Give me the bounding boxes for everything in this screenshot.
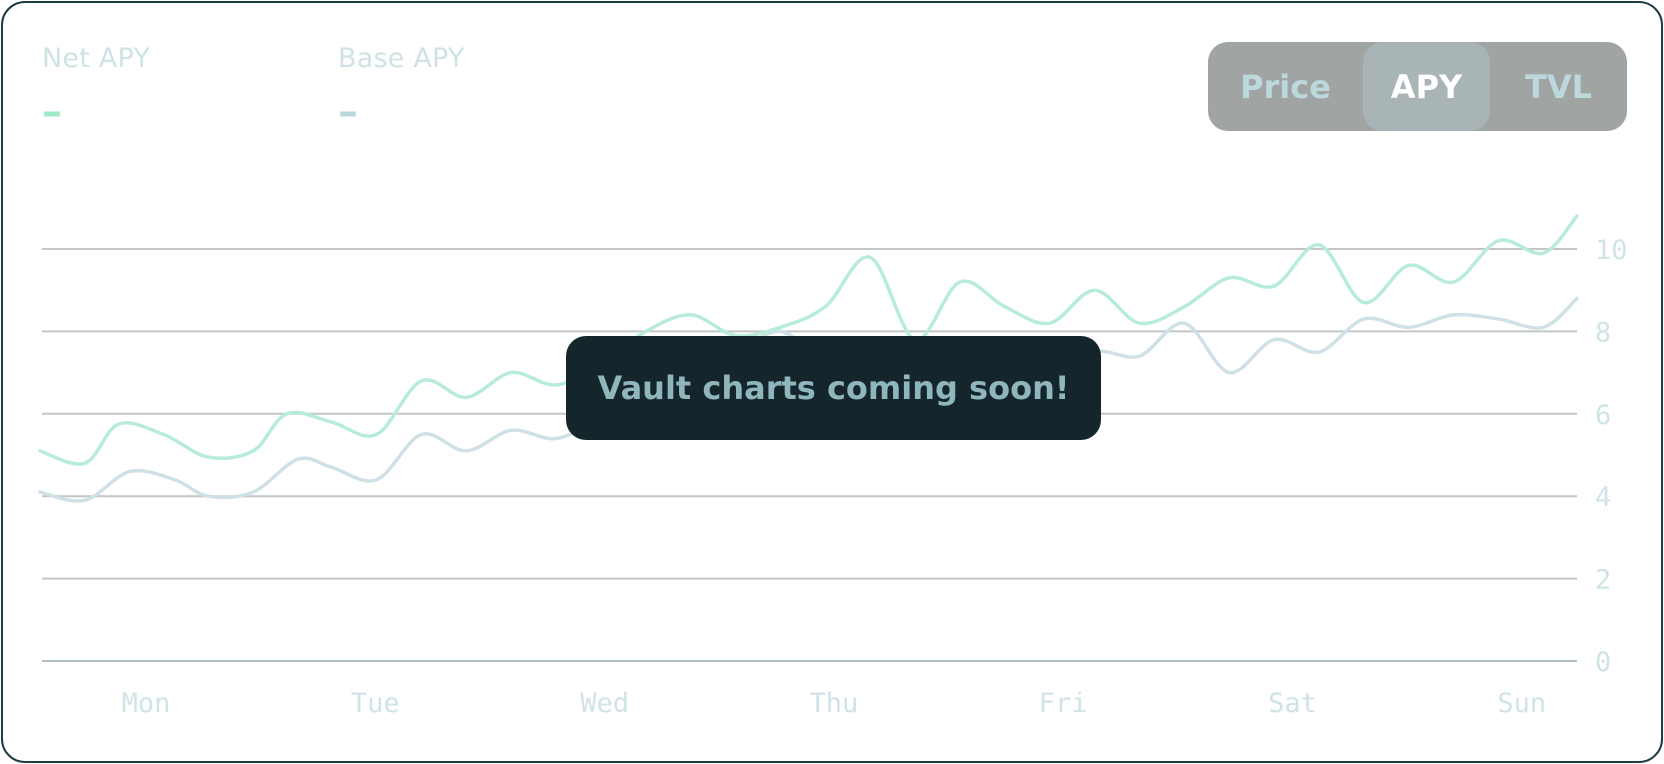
toggle-tvl[interactable]: TVL (1525, 67, 1592, 106)
series-line-net (38, 214, 1579, 466)
y-tick-label: 0 (1595, 647, 1611, 678)
x-tick-label: Sat (1268, 688, 1317, 719)
coming-soon-message: Vault charts coming soon! (597, 369, 1070, 407)
y-tick-label: 8 (1595, 317, 1611, 348)
x-tick-label: Mon (122, 688, 171, 719)
net-apy-label: Net APY (42, 43, 151, 74)
base-apy-value: – (338, 89, 358, 135)
net-apy-stat: Net APY – (42, 43, 150, 132)
chart-type-toggle: Price APY TVL (1208, 42, 1627, 131)
base-apy-label: Base APY (338, 43, 465, 74)
chart-grid (42, 248, 1577, 662)
y-tick-label: 10 (1595, 235, 1628, 266)
x-axis-ticks: Mon Tue Wed Thu Fri Sat Sun (122, 688, 1547, 719)
y-tick-label: 4 (1595, 482, 1611, 513)
x-tick-label: Wed (580, 688, 629, 719)
coming-soon-overlay: Vault charts coming soon! (566, 336, 1101, 440)
toggle-price[interactable]: Price (1240, 67, 1331, 106)
x-tick-label: Sun (1497, 688, 1546, 719)
x-tick-label: Tue (351, 688, 400, 719)
x-tick-label: Fri (1039, 688, 1088, 719)
y-tick-label: 2 (1595, 565, 1611, 596)
net-apy-value: – (42, 89, 62, 135)
y-tick-label: 6 (1595, 400, 1611, 431)
base-apy-stat: Base APY – (338, 43, 465, 132)
x-tick-label: Thu (810, 688, 859, 719)
apy-line-chart: 0 2 4 6 8 10 Mon Tue Wed Thu Fri Sat Sun (38, 214, 1628, 719)
toggle-apy[interactable]: APY (1363, 42, 1490, 131)
y-axis-ticks: 0 2 4 6 8 10 (1595, 235, 1628, 678)
